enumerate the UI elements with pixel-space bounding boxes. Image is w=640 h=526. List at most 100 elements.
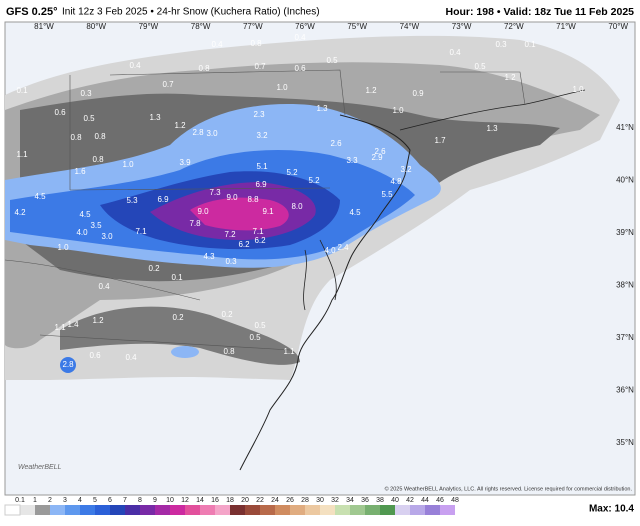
colorbar-swatch	[365, 505, 380, 515]
snow-amount: 0.2	[221, 310, 233, 319]
latitude-label: 35°N	[616, 438, 634, 447]
snow-amount: 9.1	[262, 207, 274, 216]
snow-amount: 7.2	[224, 230, 236, 239]
colorbar-swatch	[155, 505, 170, 515]
colorbar-label: 3	[63, 497, 67, 504]
snow-amount: 0.8	[250, 39, 262, 48]
colorbar-swatch	[305, 505, 320, 515]
longitude-label: 71°W	[556, 22, 576, 31]
copyright: © 2025 WeatherBELL Analytics, LLC. All r…	[385, 485, 633, 492]
snow-amount: 5.2	[308, 176, 320, 185]
snow-amount: 5.3	[126, 196, 138, 205]
snow-amount: 7.3	[209, 188, 221, 197]
snow-amount: 1.2	[174, 121, 186, 130]
colorbar-label: 22	[256, 497, 264, 504]
snow-amount: 4.0	[76, 228, 88, 237]
snow-amount: 1.6	[74, 167, 86, 176]
snow-amount: 5.2	[286, 168, 298, 177]
colorbar-label: 16	[211, 497, 219, 504]
latitude-label: 41°N	[616, 123, 634, 132]
colorbar-label: 6	[108, 497, 112, 504]
snow-amount: 3.2	[256, 131, 268, 140]
longitude-label: 74°W	[400, 22, 420, 31]
colorbar-swatch	[35, 505, 50, 515]
colorbar-label: 2	[48, 497, 52, 504]
snow-amount: 1.0	[276, 83, 288, 92]
snow-amount: 6.2	[254, 236, 266, 245]
colorbar-label: 8	[138, 497, 142, 504]
model-name: GFS 0.25°	[6, 6, 57, 18]
colorbar-label: 20	[241, 497, 249, 504]
colorbar-label: 32	[331, 497, 339, 504]
snow-amount: 0.6	[54, 108, 66, 117]
colorbar-swatch	[380, 505, 395, 515]
colorbar-label: 42	[406, 497, 414, 504]
snow-amount: 0.7	[254, 62, 266, 71]
snow-amount: 3.9	[179, 158, 191, 167]
snow-amount: 1.2	[365, 86, 377, 95]
snow-amount: 7.1	[135, 227, 147, 236]
snow-amount: 0.8	[94, 132, 106, 141]
longitude-label: 77°W	[243, 22, 263, 31]
colorbar-label: 30	[316, 497, 324, 504]
colorbar-label: 10	[166, 497, 174, 504]
longitude-label: 75°W	[347, 22, 367, 31]
snow-amount: 1.0	[392, 106, 404, 115]
colorbar-label: 1	[33, 497, 37, 504]
snow-amount: 1.1	[54, 323, 66, 332]
colorbar-swatch	[65, 505, 80, 515]
colorbar-swatch	[350, 505, 365, 515]
snow-amount: 6.9	[157, 195, 169, 204]
snow-amount: 4.5	[34, 192, 46, 201]
snow-amount: 4.0	[324, 246, 336, 255]
snow-magenta	[190, 197, 289, 231]
snow-amount: 1.1	[16, 150, 28, 159]
valid-time: Hour: 198 • Valid: 18z Tue 11 Feb 2025	[446, 6, 635, 18]
snow-amount: 2.8	[62, 360, 74, 369]
colorbar-label: 18	[226, 497, 234, 504]
snow-amount: 0.4	[125, 353, 137, 362]
colorbar-label: 4	[78, 497, 82, 504]
snow-amount: 7.1	[252, 227, 264, 236]
description: Init 12z 3 Feb 2025 • 24-hr Snow (Kucher…	[62, 7, 320, 18]
colorbar-swatch	[80, 505, 95, 515]
snow-amount: 0.4	[98, 282, 110, 291]
colorbar-swatch	[290, 505, 305, 515]
state-borders	[4, 69, 526, 351]
colorbar-swatch	[320, 505, 335, 515]
snow-amount: 2.6	[330, 139, 342, 148]
snow-amount: 0.1	[524, 40, 536, 49]
snow-amount: 0.5	[474, 62, 486, 71]
snow-amount: 1.3	[316, 104, 328, 113]
snow-amount: 3.5	[90, 221, 102, 230]
snow-amount: 8.8	[247, 195, 259, 204]
snow-amount: 0.3	[495, 40, 507, 49]
colorbar-swatch	[4, 504, 21, 516]
snow-amount: 9.0	[197, 207, 209, 216]
snow-amount: 1.7	[434, 136, 446, 145]
snow-amount: 0.9	[412, 89, 424, 98]
snow-south-band	[60, 306, 300, 365]
snow-amount: 2.3	[253, 110, 265, 119]
colorbar-swatch	[95, 505, 110, 515]
colorbar-label: 7	[123, 497, 127, 504]
colorbar-label: 28	[301, 497, 309, 504]
snow-amount: 2.4	[337, 243, 349, 252]
colorbar-swatch	[185, 505, 200, 515]
colorbar-label: 36	[361, 497, 369, 504]
snow-amount: 4.2	[14, 208, 26, 217]
snow-amount: 8.0	[291, 202, 303, 211]
snow-amount: 1.1	[283, 347, 295, 356]
snow-amount: 2.6	[374, 147, 386, 156]
longitude-label: 76°W	[295, 22, 315, 31]
snow-amount: 6.2	[238, 240, 250, 249]
colorbar-swatch	[245, 505, 260, 515]
latitude-label: 39°N	[616, 228, 634, 237]
snow-amount: 1.4	[67, 320, 79, 329]
snow-amount: 0.8	[223, 347, 235, 356]
colorbar-label: 48	[451, 497, 459, 504]
snow-amount: 0.4	[211, 40, 223, 49]
map-area	[4, 21, 636, 496]
colorbar-label: 14	[196, 497, 204, 504]
